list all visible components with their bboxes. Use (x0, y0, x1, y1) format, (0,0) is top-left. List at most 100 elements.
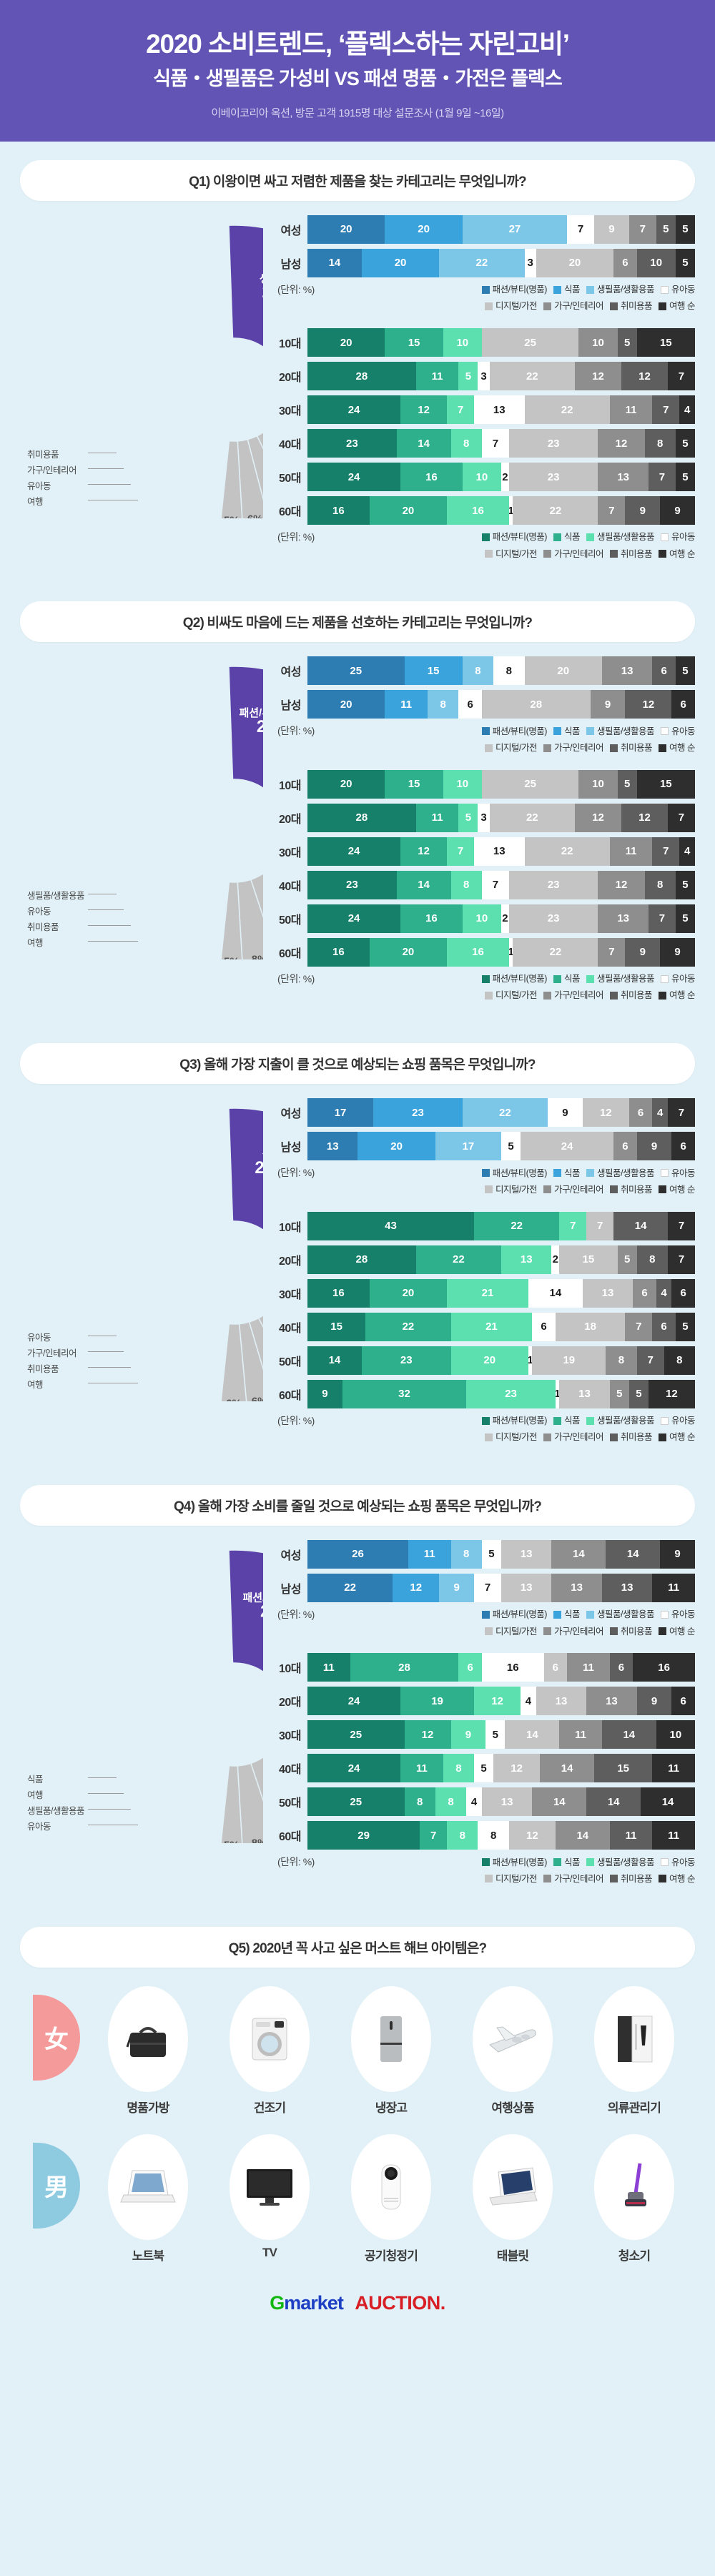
bar-segment[interactable]: 8 (462, 656, 494, 686)
bar-segment[interactable]: 12 (400, 837, 448, 866)
bar-segment[interactable]: 5 (458, 362, 478, 391)
bar-segment[interactable]: 4 (652, 1098, 668, 1127)
bar-segment[interactable]: 10 (656, 1720, 695, 1750)
bar-segment[interactable]: 22 (513, 496, 598, 525)
bar-segment[interactable]: 14 (396, 870, 451, 899)
bar-segment[interactable]: 3 (478, 803, 490, 832)
bar-segment[interactable]: 2 (500, 904, 509, 933)
bar-segment[interactable]: 11 (652, 1573, 695, 1602)
bar-segment[interactable]: 20 (385, 214, 463, 244)
bar-segment[interactable]: 14 (551, 1539, 606, 1569)
pie-slice[interactable] (217, 882, 245, 960)
bar-segment[interactable]: 8 (478, 1821, 509, 1850)
bar-segment[interactable]: 13 (307, 1132, 358, 1161)
pie-slice[interactable] (228, 666, 263, 792)
bar-segment[interactable]: 16 (307, 496, 370, 525)
bar-segment[interactable]: 28 (350, 1653, 459, 1682)
bar-segment[interactable]: 10 (636, 248, 676, 277)
bar-segment[interactable]: 6 (613, 1132, 637, 1161)
bar-segment[interactable]: 15 (385, 328, 443, 357)
bar-segment[interactable]: 14 (505, 1720, 560, 1750)
bar-segment[interactable]: 8 (443, 1754, 475, 1783)
bar-segment[interactable]: 13 (500, 1539, 552, 1569)
bar-segment[interactable]: 7 (481, 429, 509, 458)
bar-segment[interactable]: 5 (485, 1720, 506, 1750)
bar-segment[interactable]: 11 (609, 837, 653, 866)
bar-segment[interactable]: 19 (400, 1687, 475, 1716)
bar-segment[interactable]: 1 (528, 1346, 533, 1375)
bar-segment[interactable]: 15 (636, 328, 695, 357)
bar-segment[interactable]: 12 (493, 1754, 541, 1783)
bar-segment[interactable]: 7 (668, 362, 695, 391)
bar-segment[interactable]: 23 (307, 429, 397, 458)
bar-segment[interactable]: 24 (307, 463, 401, 492)
pie-slice[interactable] (228, 224, 263, 355)
bar-segment[interactable]: 28 (481, 690, 591, 719)
bar-segment[interactable]: 13 (500, 1245, 552, 1274)
bar-segment[interactable]: 5 (481, 1539, 501, 1569)
bar-segment[interactable]: 5 (617, 328, 637, 357)
bar-segment[interactable]: 6 (671, 1687, 695, 1716)
q5-item[interactable]: 건조기 (209, 1985, 330, 2116)
bar-segment[interactable]: 9 (439, 1573, 475, 1602)
bar-segment[interactable]: 23 (373, 1098, 463, 1127)
bar-segment[interactable]: 24 (307, 395, 401, 425)
bar-segment[interactable]: 7 (636, 1346, 664, 1375)
bar-segment[interactable]: 6 (652, 656, 676, 686)
bar-segment[interactable]: 24 (521, 1132, 614, 1161)
bar-segment[interactable]: 20 (369, 1278, 448, 1308)
bar-segment[interactable]: 5 (617, 769, 637, 799)
bar-segment[interactable]: 9 (660, 1539, 695, 1569)
bar-segment[interactable]: 8 (404, 1787, 435, 1817)
bar-segment[interactable]: 6 (613, 248, 637, 277)
bar-segment[interactable]: 15 (559, 1245, 618, 1274)
bar-segment[interactable]: 10 (462, 904, 501, 933)
bar-segment[interactable]: 7 (598, 937, 626, 967)
bar-segment[interactable]: 22 (307, 1573, 393, 1602)
bar-segment[interactable]: 24 (307, 1687, 401, 1716)
bar-segment[interactable]: 20 (307, 769, 385, 799)
pie-slice[interactable] (217, 1323, 250, 1402)
bar-segment[interactable]: 7 (628, 214, 656, 244)
bar-segment[interactable]: 15 (404, 656, 463, 686)
bar-segment[interactable]: 10 (578, 328, 618, 357)
bar-segment[interactable]: 13 (586, 1687, 637, 1716)
bar-segment[interactable]: 23 (508, 904, 598, 933)
bar-segment[interactable]: 3 (478, 362, 490, 391)
bar-segment[interactable]: 6 (671, 690, 695, 719)
bar-segment[interactable]: 7 (668, 1098, 695, 1127)
bar-segment[interactable]: 14 (613, 1211, 669, 1240)
bar-segment[interactable]: 15 (636, 769, 695, 799)
bar-segment[interactable]: 17 (435, 1132, 501, 1161)
bar-segment[interactable]: 20 (536, 248, 614, 277)
bar-segment[interactable]: 15 (385, 769, 443, 799)
bar-segment[interactable]: 5 (675, 248, 695, 277)
bar-segment[interactable]: 5 (628, 1379, 649, 1408)
bar-segment[interactable]: 7 (559, 1211, 587, 1240)
bar-segment[interactable]: 26 (307, 1539, 408, 1569)
bar-segment[interactable]: 6 (609, 1653, 633, 1682)
q5-item[interactable]: 의류관리기 (573, 1985, 695, 2116)
bar-segment[interactable]: 5 (675, 1312, 695, 1341)
bar-segment[interactable]: 6 (458, 690, 482, 719)
bar-segment[interactable]: 7 (668, 803, 695, 832)
bar-segment[interactable]: 8 (450, 429, 482, 458)
bar-segment[interactable]: 13 (551, 1573, 602, 1602)
bar-segment[interactable]: 8 (606, 1346, 637, 1375)
bar-segment[interactable]: 20 (307, 328, 385, 357)
bar-segment[interactable]: 20 (358, 1132, 435, 1161)
bar-segment[interactable]: 12 (598, 870, 645, 899)
bar-segment[interactable]: 16 (633, 1653, 695, 1682)
bar-segment[interactable]: 20 (361, 248, 440, 277)
bar-segment[interactable]: 2 (551, 1245, 560, 1274)
bar-segment[interactable]: 23 (466, 1379, 556, 1408)
bar-segment[interactable]: 13 (601, 656, 653, 686)
bar-segment[interactable]: 20 (450, 1346, 528, 1375)
bar-segment[interactable]: 28 (307, 362, 416, 391)
bar-segment[interactable]: 22 (365, 1312, 451, 1341)
bar-segment[interactable]: 16 (481, 1653, 544, 1682)
bar-segment[interactable]: 25 (307, 1787, 405, 1817)
bar-segment[interactable]: 14 (307, 248, 362, 277)
bar-segment[interactable]: 12 (648, 1379, 695, 1408)
bar-segment[interactable]: 12 (582, 1098, 629, 1127)
